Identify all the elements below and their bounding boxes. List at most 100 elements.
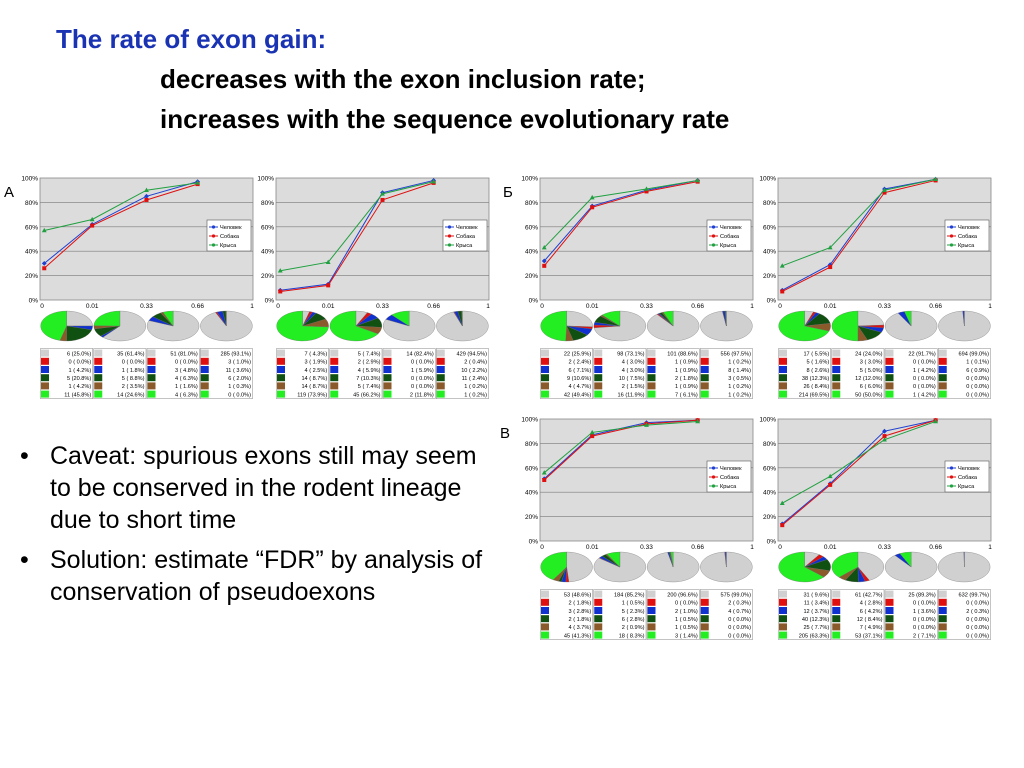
table-color-key xyxy=(94,390,103,398)
slide-subtitle-2: increases with the sequence evolutionary… xyxy=(160,104,730,134)
table-value: 12 ( 8.4%) xyxy=(857,617,883,623)
table-value: 8 ( 1.4%) xyxy=(728,368,751,374)
data-point xyxy=(780,523,785,528)
data-point xyxy=(590,434,595,439)
y-tick-label: 60% xyxy=(261,224,274,231)
table-color-key xyxy=(938,366,947,373)
legend-marker xyxy=(711,243,716,247)
legend-label: Собака xyxy=(720,475,740,481)
data-point xyxy=(541,258,547,264)
table-color-key xyxy=(383,357,392,365)
table-value: 16 (11.9%) xyxy=(618,392,645,398)
series-line xyxy=(782,178,936,291)
y-tick-label: 20% xyxy=(525,273,538,280)
legend-label: Собака xyxy=(958,475,978,481)
data-point xyxy=(144,187,149,192)
table-value: 4 ( 0.7%) xyxy=(728,609,751,615)
table-color-key xyxy=(330,374,339,382)
x-tick-label: 0.66 xyxy=(691,303,704,310)
legend-marker xyxy=(949,234,954,238)
legend-label: Собака xyxy=(720,234,740,240)
table-color-key xyxy=(779,623,787,631)
table-color-key xyxy=(700,590,709,598)
table-value: 10 ( 2.2%) xyxy=(461,368,487,374)
table-color-key xyxy=(779,631,787,639)
table-color-key xyxy=(779,598,787,606)
table-color-key xyxy=(330,382,339,390)
table-value: 4 ( 3.7%) xyxy=(569,625,592,631)
chart-v-left: 0% 20% 40% 60% 80% 100% 0 0.01 0.33 0.66 1 Человек С… xyxy=(521,417,754,640)
table-value: 6 ( 4.2%) xyxy=(860,609,883,615)
table-color-key xyxy=(200,349,209,357)
table-value: 0 ( 0.0%) xyxy=(728,633,751,639)
series-line xyxy=(280,179,434,291)
table-color-key xyxy=(41,390,49,398)
bullet-dot-icon: • xyxy=(20,546,29,574)
table-color-key xyxy=(647,598,656,606)
pie-slice xyxy=(102,310,147,342)
legend-label: Крыса xyxy=(720,484,737,490)
data-point xyxy=(933,176,939,182)
table-value: 0 ( 0.0%) xyxy=(69,360,92,366)
table-value: 1 ( 0.9%) xyxy=(675,368,698,374)
legend-marker xyxy=(711,234,716,238)
x-tick-label: 0.01 xyxy=(824,303,837,310)
table-value: 1 ( 0.9%) xyxy=(675,360,698,366)
table-value: 2 ( 0.3%) xyxy=(728,601,751,607)
table-value: 98 (73.1%) xyxy=(617,351,644,357)
pie-slice xyxy=(962,310,965,327)
table-value: 22 (25.9%) xyxy=(564,351,591,357)
table-value: 575 (99.0%) xyxy=(721,592,752,598)
legend-label: Крыса xyxy=(220,243,237,249)
data-point xyxy=(195,180,201,185)
table-color-key xyxy=(700,623,709,631)
bullet-item: • Caveat: spurious exons still may seem t… xyxy=(14,440,484,536)
y-tick-label: 100% xyxy=(759,417,776,424)
table-color-key xyxy=(541,598,549,606)
data-point xyxy=(827,473,833,479)
y-tick-label: 60% xyxy=(763,465,776,472)
chart-a-left: 0% 20% 40% 60% 80% 100% 0 0.01 0.33 0.66 1 Человек С… xyxy=(21,176,254,399)
table-color-key xyxy=(885,366,894,373)
table-color-key xyxy=(700,598,709,606)
table-color-key xyxy=(938,623,947,631)
table-value: 51 (81.0%) xyxy=(170,351,197,357)
legend-label: Крыса xyxy=(720,243,737,249)
table-color-key xyxy=(541,382,549,390)
table-value: 4 ( 2.5%) xyxy=(305,368,328,374)
table-color-key xyxy=(436,390,445,398)
table-cell xyxy=(540,348,593,399)
table-value: 7 ( 4.9%) xyxy=(860,625,883,631)
table-color-key xyxy=(541,357,549,365)
chart-a-right: 0% 20% 40% 60% 80% 100% 0 0.01 0.33 0.66 1 Человек С… xyxy=(257,176,490,399)
table-value: 31 ( 9.6%) xyxy=(803,592,829,598)
table-cell xyxy=(831,589,885,640)
table-color-key xyxy=(147,374,156,382)
series-line xyxy=(543,420,698,474)
series-line xyxy=(782,178,936,267)
y-tick-label: 40% xyxy=(763,490,776,497)
table-color-key xyxy=(647,382,656,390)
data-point xyxy=(882,190,887,195)
table-color-key xyxy=(700,374,709,382)
panel-label-b: Б xyxy=(503,184,513,201)
legend-marker xyxy=(711,484,716,488)
table-color-key xyxy=(594,390,603,398)
table-value: 14 ( 8.7%) xyxy=(301,376,327,382)
table-value: 1 ( 0.2%) xyxy=(464,392,487,398)
table-value: 2 ( 2.4%) xyxy=(569,360,592,366)
series-line xyxy=(782,179,936,292)
data-point xyxy=(144,193,149,199)
table-value: 42 (49.4%) xyxy=(564,392,591,398)
slide-title: The rate of exon gain: xyxy=(56,24,327,54)
y-tick-label: 0% xyxy=(529,539,539,546)
x-tick-label: 0 xyxy=(540,544,544,551)
table-color-key xyxy=(938,374,947,382)
table-color-key xyxy=(594,631,603,639)
legend-label: Собака xyxy=(958,234,978,240)
table-value: 184 (85.2%) xyxy=(614,592,645,598)
table-color-key xyxy=(594,382,603,390)
table-color-key xyxy=(200,390,209,398)
pie-slice xyxy=(904,310,912,327)
table-value: 4 ( 3.0%) xyxy=(622,360,645,366)
